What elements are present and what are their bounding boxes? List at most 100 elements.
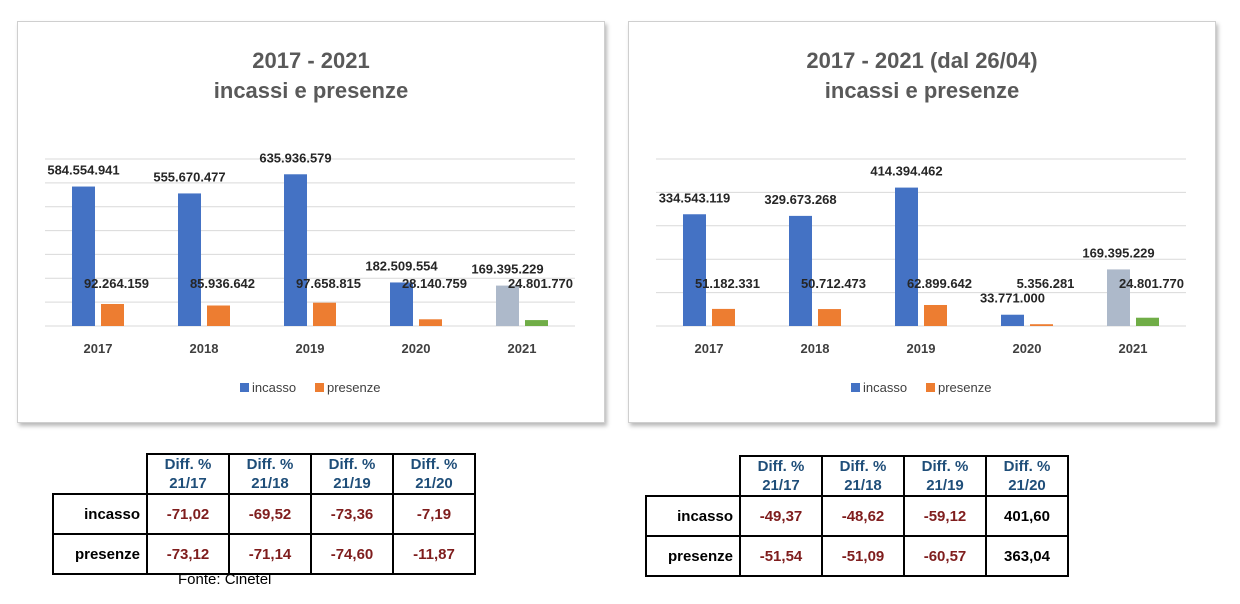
data-label-incasso-2017: 584.554.941 xyxy=(47,163,119,178)
bar-incasso-2020 xyxy=(1001,314,1024,326)
diff-table-2: Diff. % 21/17 Diff. % 21/18 Diff. % 21/19 D… xyxy=(645,455,1069,577)
header-diff-21-19: Diff. % 21/19 xyxy=(903,455,987,497)
bar-incasso-2021 xyxy=(1107,269,1130,326)
table-cell: -7,19 xyxy=(392,493,476,535)
row-label: presenze xyxy=(645,535,741,577)
data-label-presenze-2020: 5.356.281 xyxy=(1017,276,1075,291)
bar-incasso-2018 xyxy=(178,193,201,326)
data-label-presenze-2021: 24.801.770 xyxy=(1119,276,1184,291)
table-header-row: Diff. % 21/17 Diff. % 21/18 Diff. % 21/19 D… xyxy=(646,455,1069,497)
bar-presenze-2017 xyxy=(712,308,735,326)
data-label-incasso-2017: 334.543.119 xyxy=(659,190,731,205)
bar-incasso-2019 xyxy=(895,187,918,326)
table-cell: -73,36 xyxy=(310,493,394,535)
table-cell: -60,57 xyxy=(903,535,987,577)
table-cell: -71,14 xyxy=(228,533,312,575)
data-label-presenze-2021: 24.801.770 xyxy=(508,276,573,291)
category-label-2017: 2017 xyxy=(84,341,113,356)
data-label-incasso-2021: 169.395.229 xyxy=(1082,245,1154,260)
diff-table-1: Diff. % 21/17 Diff. % 21/18 Diff. % 21/19 D… xyxy=(52,453,476,575)
table-cell: -69,52 xyxy=(228,493,312,535)
source-note: Fonte: Cinetel xyxy=(178,571,272,588)
category-label-2017: 2017 xyxy=(695,341,724,356)
table-corner xyxy=(53,454,147,494)
bar-incasso-2021 xyxy=(496,285,519,326)
category-label-2019: 2019 xyxy=(907,341,936,356)
legend-swatch-incasso xyxy=(240,383,249,392)
table-row-incasso: incasso -49,37 -48,62 -59,12 401,60 xyxy=(645,495,1069,537)
chart-card-1: 2017 - 2021 incassi e presenze 584.554.9… xyxy=(17,21,605,423)
table-cell: 401,60 xyxy=(985,495,1069,537)
chart-subtitle: incassi e presenze xyxy=(825,78,1019,103)
data-label-presenze-2018: 50.712.473 xyxy=(801,276,866,291)
category-label-2021: 2021 xyxy=(508,341,537,356)
data-label-presenze-2019: 97.658.815 xyxy=(296,276,361,291)
legend-swatch-presenze xyxy=(926,383,935,392)
category-label-2018: 2018 xyxy=(801,341,830,356)
row-label: incasso xyxy=(645,495,741,537)
bar-presenze-2020 xyxy=(419,319,442,326)
row-label: incasso xyxy=(52,493,148,535)
table-cell: -71,02 xyxy=(146,493,230,535)
bar-incasso-2020 xyxy=(390,282,413,326)
category-label-2020: 2020 xyxy=(402,341,431,356)
bar-incasso-2017 xyxy=(72,186,95,326)
legend-label-presenze: presenze xyxy=(938,380,991,395)
bar-presenze-2021 xyxy=(525,320,548,326)
table-row-presenze: presenze -51,54 -51,09 -60,57 363,04 xyxy=(645,535,1069,577)
header-diff-21-18: Diff. % 21/18 xyxy=(821,455,905,497)
table-cell: -51,09 xyxy=(821,535,905,577)
legend-swatch-presenze xyxy=(315,383,324,392)
bar-presenze-2017 xyxy=(101,303,124,326)
legend-label-incasso: incasso xyxy=(252,380,296,395)
bar-incasso-2018 xyxy=(789,215,812,326)
row-label: presenze xyxy=(52,533,148,575)
table-cell: -48,62 xyxy=(821,495,905,537)
header-diff-21-20: Diff. % 21/20 xyxy=(392,453,476,495)
bar-incasso-2019 xyxy=(284,174,307,326)
data-label-presenze-2019: 62.899.642 xyxy=(907,276,972,291)
legend-label-presenze: presenze xyxy=(327,380,380,395)
data-label-incasso-2019: 414.394.462 xyxy=(870,164,942,179)
chart-2: 2017 - 2021 (dal 26/04) incassi e presen… xyxy=(656,48,1186,395)
table-cell: -74,60 xyxy=(310,533,394,575)
bar-presenze-2020 xyxy=(1030,324,1053,326)
category-label-2021: 2021 xyxy=(1119,341,1148,356)
table-cell: -51,54 xyxy=(739,535,823,577)
table-cell: -49,37 xyxy=(739,495,823,537)
category-label-2020: 2020 xyxy=(1013,341,1042,356)
bar-presenze-2019 xyxy=(924,304,947,326)
data-label-presenze-2017: 92.264.159 xyxy=(84,276,149,291)
table-row-presenze: presenze -73,12 -71,14 -74,60 -11,87 xyxy=(52,533,476,575)
data-label-incasso-2019: 635.936.579 xyxy=(259,150,331,165)
chart-card-2: 2017 - 2021 (dal 26/04) incassi e presen… xyxy=(628,21,1216,423)
chart-title: 2017 - 2021 (dal 26/04) xyxy=(806,48,1037,73)
data-label-presenze-2020: 28.140.759 xyxy=(402,276,467,291)
table-cell: -73,12 xyxy=(146,533,230,575)
chart-1: 2017 - 2021 incassi e presenze 584.554.9… xyxy=(45,48,575,395)
table-cell: -59,12 xyxy=(903,495,987,537)
header-diff-21-17: Diff. % 21/17 xyxy=(146,453,230,495)
bar-presenze-2018 xyxy=(207,305,230,326)
table-cell: -11,87 xyxy=(392,533,476,575)
bar-incasso-2017 xyxy=(683,214,706,326)
table-row-incasso: incasso -71,02 -69,52 -73,36 -7,19 xyxy=(52,493,476,535)
header-diff-21-18: Diff. % 21/18 xyxy=(228,453,312,495)
table-header-row: Diff. % 21/17 Diff. % 21/18 Diff. % 21/19 D… xyxy=(53,453,476,495)
data-label-incasso-2018: 329.673.268 xyxy=(764,192,836,207)
data-label-presenze-2018: 85.936.642 xyxy=(190,276,255,291)
data-label-incasso-2020: 33.771.000 xyxy=(980,291,1045,306)
chart-title: 2017 - 2021 xyxy=(252,48,369,73)
category-label-2019: 2019 xyxy=(296,341,325,356)
bar-presenze-2018 xyxy=(818,309,841,326)
legend-swatch-incasso xyxy=(851,383,860,392)
header-diff-21-17: Diff. % 21/17 xyxy=(739,455,823,497)
data-label-incasso-2020: 182.509.554 xyxy=(365,258,438,273)
legend-label-incasso: incasso xyxy=(863,380,907,395)
table-corner xyxy=(646,456,740,496)
header-diff-21-19: Diff. % 21/19 xyxy=(310,453,394,495)
data-label-incasso-2018: 555.670.477 xyxy=(153,169,225,184)
bar-presenze-2021 xyxy=(1136,317,1159,326)
chart-subtitle: incassi e presenze xyxy=(214,78,408,103)
table-cell: 363,04 xyxy=(985,535,1069,577)
